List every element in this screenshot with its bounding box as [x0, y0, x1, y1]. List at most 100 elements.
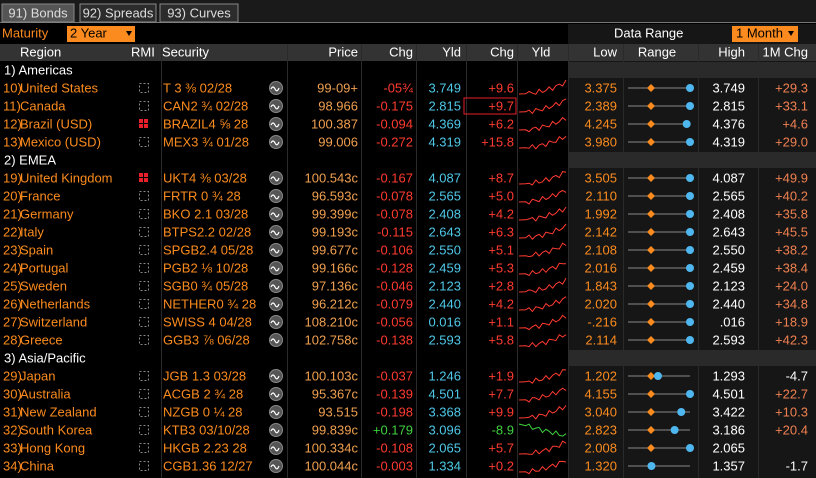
- rmi-empty: [139, 317, 149, 327]
- security[interactable]: NZGB 0 ¼ 28: [163, 404, 242, 419]
- price: 100.044c: [305, 458, 359, 473]
- header-row: [0, 44, 816, 61]
- region[interactable]: Switzerland: [20, 314, 87, 329]
- chart-icon[interactable]: [269, 207, 283, 221]
- chart-icon[interactable]: [269, 441, 283, 455]
- region[interactable]: New Zealand: [20, 404, 97, 419]
- rmi-empty: [139, 461, 149, 471]
- security[interactable]: CAN2 ¾ 02/28: [163, 98, 248, 113]
- chart-icon[interactable]: [269, 117, 283, 131]
- yield: 4.319: [428, 134, 461, 149]
- chart-icon[interactable]: [269, 81, 283, 95]
- chart-icon-wave: [270, 248, 280, 254]
- rmi-empty: [139, 425, 149, 435]
- high: 2.065: [712, 440, 745, 455]
- chart-icon[interactable]: [269, 225, 283, 239]
- region[interactable]: Mexico (USD): [20, 134, 101, 149]
- security[interactable]: CGB1.36 12/27: [163, 458, 253, 473]
- chart-icon[interactable]: [269, 279, 283, 293]
- chart-icon[interactable]: [269, 369, 283, 383]
- tab[interactable]: [79, 3, 157, 23]
- chart-icon[interactable]: [269, 405, 283, 419]
- chart-icon[interactable]: [269, 459, 283, 473]
- security[interactable]: SPGB2.4 05/28: [163, 242, 253, 257]
- tab-label[interactable]: 91) Bonds: [8, 5, 68, 20]
- chart-icon[interactable]: [269, 135, 283, 149]
- avg-marker: [647, 318, 655, 326]
- chart-icon[interactable]: [269, 333, 283, 347]
- chart-icon[interactable]: [269, 99, 283, 113]
- low: 4.155: [584, 386, 617, 401]
- tab-label[interactable]: 92) Spreads: [83, 5, 154, 20]
- security[interactable]: KTB3 03/10/28: [163, 422, 250, 437]
- high: 2.123: [712, 278, 745, 293]
- security[interactable]: UKT4 ⅜ 03/28: [163, 170, 247, 185]
- low: 2.823: [584, 422, 617, 437]
- maturity-dropdown[interactable]: [67, 26, 135, 42]
- yield: 2.123: [428, 278, 461, 293]
- low: 2.108: [584, 242, 617, 257]
- region[interactable]: Sweden: [20, 278, 67, 293]
- security[interactable]: JGB 1.3 03/28: [163, 368, 246, 383]
- data-range-value[interactable]: 1 Month: [736, 25, 783, 40]
- region[interactable]: Spain: [20, 242, 53, 257]
- yield-change: +5.3: [488, 260, 514, 275]
- security[interactable]: MEX3 ¾ 01/28: [163, 134, 249, 149]
- region[interactable]: United Kingdom: [20, 170, 113, 185]
- chart-icon-wave: [270, 212, 280, 218]
- highlight-box: [463, 97, 517, 115]
- chart-icon[interactable]: [269, 423, 283, 437]
- security[interactable]: ACGB 2 ¾ 28: [163, 386, 243, 401]
- region[interactable]: Italy: [20, 224, 44, 239]
- low: 1.320: [584, 458, 617, 473]
- data-range-dropdown[interactable]: [732, 26, 798, 42]
- high: 2.593: [712, 332, 745, 347]
- region[interactable]: Japan: [20, 368, 55, 383]
- region[interactable]: South Korea: [20, 422, 93, 437]
- rmi-alert: [139, 124, 143, 128]
- low: 2.389: [584, 98, 617, 113]
- security[interactable]: T 3 ⅜ 02/28: [163, 80, 232, 95]
- security[interactable]: PGB2 ⅛ 10/28: [163, 260, 248, 275]
- chart-icon[interactable]: [269, 387, 283, 401]
- security[interactable]: BKO 2.1 03/28: [163, 206, 248, 221]
- chart-icon[interactable]: [269, 297, 283, 311]
- yield-change: +5.7: [488, 440, 514, 455]
- chart-icon[interactable]: [269, 261, 283, 275]
- region[interactable]: Netherlands: [20, 296, 91, 311]
- security[interactable]: SWISS 4 04/28: [163, 314, 252, 329]
- price: 100.103c: [305, 368, 359, 383]
- maturity-value[interactable]: 2 Year: [70, 25, 108, 40]
- high: 4.376: [712, 116, 745, 131]
- chart-icon[interactable]: [269, 171, 283, 185]
- region[interactable]: Germany: [20, 206, 74, 221]
- region[interactable]: France: [20, 188, 60, 203]
- tab-label[interactable]: 93) Curves: [167, 5, 231, 20]
- security[interactable]: FRTR 0 ¾ 28: [163, 188, 241, 203]
- tab[interactable]: [1, 3, 75, 23]
- security[interactable]: SGB0 ¾ 05/28: [163, 278, 248, 293]
- chart-icon[interactable]: [269, 315, 283, 329]
- chart-icon[interactable]: [269, 189, 283, 203]
- chart-icon[interactable]: [269, 243, 283, 257]
- region[interactable]: Hong Kong: [20, 440, 85, 455]
- now-marker: [686, 390, 694, 398]
- row-number: 31): [3, 404, 22, 419]
- yield-change: +15.8: [481, 134, 514, 149]
- security[interactable]: BRAZIL4 ⅝ 28: [163, 116, 248, 131]
- region[interactable]: China: [20, 458, 55, 473]
- security[interactable]: NETHER0 ¾ 28: [163, 296, 256, 311]
- region[interactable]: Brazil (USD): [20, 116, 92, 131]
- region[interactable]: United States: [20, 80, 99, 95]
- region[interactable]: Portugal: [20, 260, 69, 275]
- region[interactable]: Australia: [20, 386, 71, 401]
- tab[interactable]: [159, 3, 239, 23]
- region[interactable]: Greece: [20, 332, 63, 347]
- sparkline: [518, 369, 567, 384]
- now-marker: [686, 174, 694, 182]
- yield-change: +4.2: [488, 206, 514, 221]
- region[interactable]: Canada: [20, 98, 66, 113]
- security[interactable]: HKGB 2.23 28: [163, 440, 247, 455]
- security[interactable]: GGB3 ⅞ 06/28: [163, 332, 250, 347]
- security[interactable]: BTPS2.2 02/28: [163, 224, 251, 239]
